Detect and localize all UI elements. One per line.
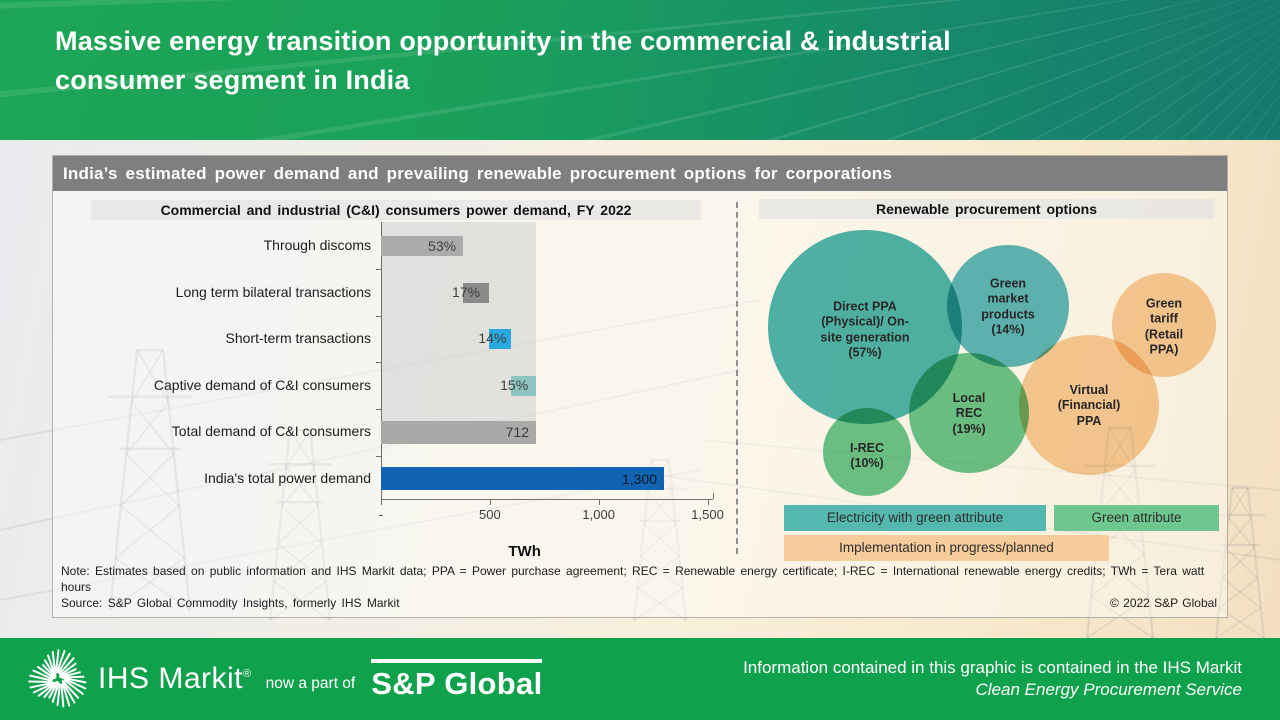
venn-label-direct-ppa: Direct PPA (Physical)/ On- site generati…	[820, 299, 910, 360]
legend-item-1: Green attribute	[1054, 505, 1219, 531]
x-axis-tick	[489, 499, 491, 505]
panel-subtitle-bar: India’s estimated power demand and preva…	[53, 156, 1227, 191]
copyright-text: © 2022 S&P Global	[1109, 596, 1217, 611]
bar-segment: 712	[381, 420, 536, 444]
footer-info-line1: Information contained in this graphic is…	[743, 657, 1242, 677]
venn-label-i-rec: I-REC (10%)	[849, 440, 885, 470]
bar-value-label: 17%	[452, 283, 481, 300]
bar-value-label: 712	[505, 424, 529, 440]
bar-segment: 1,300	[381, 467, 664, 490]
venn-label-green-market-products: Green market products (14%)	[981, 276, 1035, 337]
x-axis-tick-label: 1,500	[691, 507, 724, 522]
page-title: Massive energy transition opportunity in…	[55, 22, 951, 100]
y-axis-tick	[376, 269, 381, 270]
x-axis-tick	[707, 499, 709, 505]
page-title-line2: consumer segment in India	[55, 65, 410, 95]
registered-mark: ®	[243, 668, 252, 680]
bar-segment	[463, 282, 490, 303]
bar-value-label: 15%	[500, 376, 529, 393]
venn-label-virtual-ppa: Virtual (Financial) PPA	[1057, 383, 1121, 428]
sp-global-rule	[371, 658, 543, 663]
y-axis-tick	[376, 362, 381, 363]
y-axis-tick	[376, 316, 381, 317]
x-axis-tick	[598, 499, 600, 505]
bar-value-label: 1,300	[621, 470, 657, 487]
footer-info: Information contained in this graphic is…	[743, 657, 1242, 701]
legend-item-2: Implementation in progress/planned	[784, 535, 1109, 561]
category-label: India's total power demand	[204, 469, 371, 486]
x-axis-tick	[381, 499, 382, 505]
bar-segment	[489, 329, 512, 349]
x-axis-line	[381, 499, 713, 500]
category-label: Long term bilateral transactions	[175, 283, 371, 300]
venn-label-green-tariff: Green tariff (Retail PPA)	[1144, 296, 1184, 357]
y-axis-tick	[376, 456, 381, 457]
venn-title-band: Renewable procurement options	[759, 199, 1214, 219]
y-axis-tick	[376, 409, 381, 410]
category-label: Total demand of C&I consumers	[171, 423, 371, 439]
venn-circle-i-rec	[823, 408, 911, 496]
venn-diagram: Direct PPA (Physical)/ On- site generati…	[53, 156, 1229, 619]
brand-sp-global: S&P Global	[371, 658, 543, 702]
page-title-line1: Massive energy transition opportunity in…	[55, 26, 951, 56]
bar-segment	[511, 375, 536, 396]
category-label: Through discoms	[263, 237, 371, 253]
content-panel: India’s estimated power demand and preva…	[52, 155, 1228, 618]
bar-chart: Through discoms 53% Long term bilateral tr…	[53, 156, 793, 619]
source-text: Source: S&P Global Commodity Insights, f…	[61, 596, 400, 611]
x-axis-tick-label: 1,000	[582, 507, 615, 522]
chart-title: Commercial and industrial (C&I) consumer…	[160, 202, 632, 218]
x-axis-tick-label: -	[378, 507, 384, 522]
chart-title-band: Commercial and industrial (C&I) consumer…	[91, 200, 701, 220]
venn-circle-local-rec	[909, 353, 1029, 473]
bar-segment: 53%	[381, 236, 464, 256]
y-axis-line	[381, 222, 382, 499]
legend-item-0: Electricity with green attribute	[784, 505, 1046, 531]
category-label: Captive demand of C&I consumers	[153, 376, 371, 393]
category-label: Short-term transactions	[225, 330, 372, 346]
brand-ihs-markit: IHS Markit®	[98, 662, 252, 695]
section-divider	[736, 202, 738, 554]
venn-label-local-rec: Local REC (19%)	[952, 391, 986, 436]
x-axis-end-tick	[713, 493, 714, 499]
x-axis-tick-label: 500	[478, 507, 501, 522]
brand-tagline: now a part of	[265, 675, 356, 692]
notes-block: Note: Estimates based on public informat…	[61, 564, 1217, 612]
x-axis-title: TWh	[508, 543, 541, 560]
venn-title: Renewable procurement options	[875, 201, 1098, 217]
bar-value-label: 14%	[478, 330, 507, 346]
footer-info-line2: Clean Energy Procurement Service	[975, 680, 1242, 699]
note-text: Note: Estimates based on public informat…	[61, 564, 1205, 594]
ihs-markit-logo-icon	[28, 649, 87, 708]
footer-banner: IHS Markit® now a part of S&P Global Inf…	[0, 638, 1280, 720]
bar-value-label: 53%	[428, 238, 457, 254]
venn-circle-virtual-ppa	[1019, 335, 1159, 475]
header-banner: Massive energy transition opportunity in…	[0, 0, 1280, 140]
